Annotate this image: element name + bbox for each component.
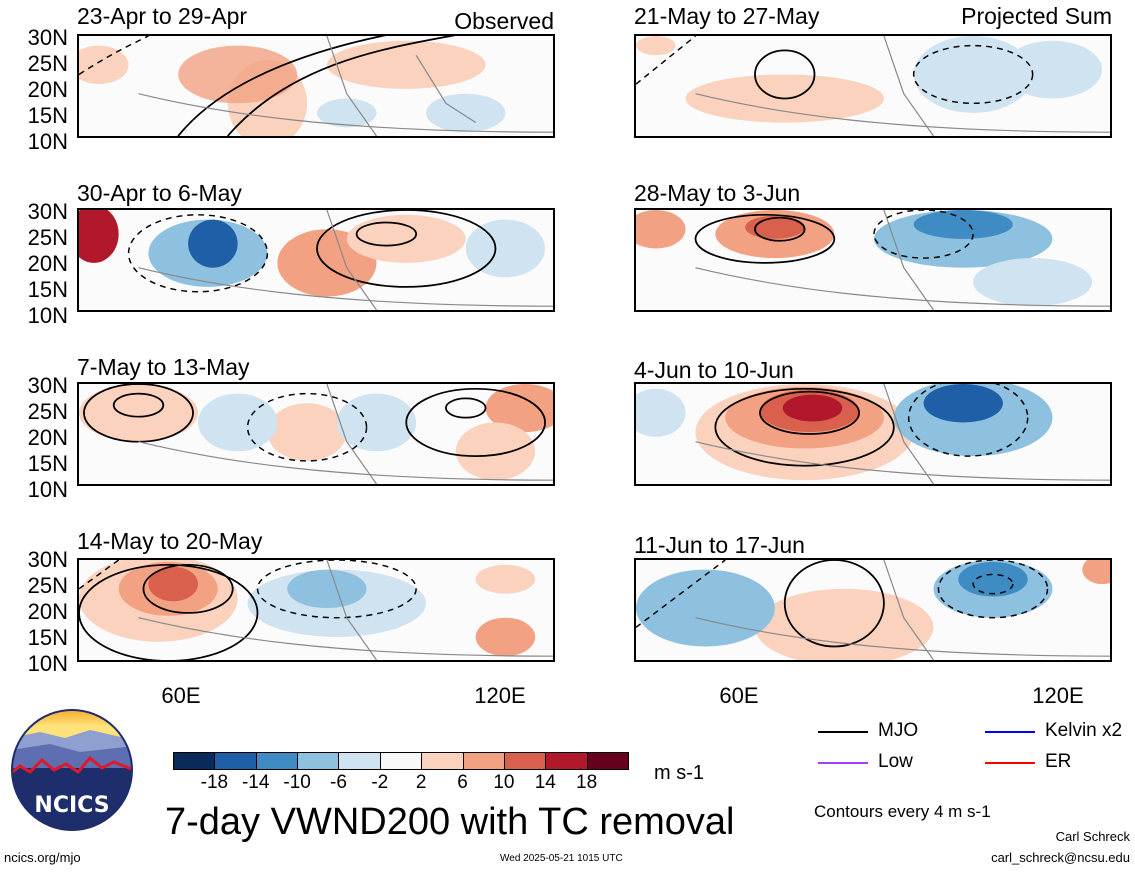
anomaly-map bbox=[79, 36, 553, 136]
colorbar-tick-label: 14 bbox=[534, 772, 556, 793]
lat-label: 20N bbox=[27, 599, 68, 624]
map-panel bbox=[634, 34, 1112, 138]
lat-label: 20N bbox=[27, 77, 68, 102]
logo-text: NCICS bbox=[34, 793, 109, 818]
anomaly-map bbox=[636, 384, 1110, 484]
map-panel bbox=[634, 208, 1112, 312]
lon-label: 60E bbox=[161, 683, 201, 708]
colorbar-tick-label: -2 bbox=[371, 772, 389, 793]
colorbar-tick-label: 6 bbox=[457, 772, 468, 793]
lon-label: 120E bbox=[1032, 683, 1084, 708]
contour-note: Contours every 4 m s-1 bbox=[814, 802, 991, 821]
lon-label: 60E bbox=[719, 683, 759, 708]
colorbar-cell bbox=[214, 752, 257, 770]
panel-date-title: 30-Apr to 6-May bbox=[77, 180, 242, 206]
author: Carl Schreck bbox=[1055, 829, 1130, 844]
lat-label: 10N bbox=[27, 477, 68, 502]
colorbar-cell bbox=[338, 752, 381, 770]
lat-label: 10N bbox=[27, 303, 68, 328]
panel-note: Projected Sum bbox=[961, 3, 1112, 29]
colorbar-cell bbox=[173, 752, 216, 770]
colorbar-cell bbox=[421, 752, 464, 770]
colorbar-cell bbox=[503, 752, 547, 770]
legend-swatch-mjo bbox=[818, 731, 868, 733]
legend-label: ER bbox=[1045, 751, 1072, 772]
lat-label: 15N bbox=[27, 103, 68, 128]
lat-label: 15N bbox=[27, 625, 68, 650]
lat-label: 30N bbox=[27, 547, 68, 572]
panel-date-title: 4-Jun to 10-Jun bbox=[634, 357, 794, 383]
main-title: 7-day VWND200 with TC removal bbox=[165, 801, 735, 843]
colorbar-cell bbox=[545, 752, 588, 770]
colorbar bbox=[173, 752, 629, 772]
panel-date-title: 14-May to 20-May bbox=[77, 528, 263, 554]
map-panel bbox=[634, 382, 1112, 486]
lat-label: 30N bbox=[27, 25, 68, 50]
colorbar-cell bbox=[379, 752, 423, 770]
colorbar-tick-label: 18 bbox=[576, 772, 598, 793]
colorbar-tick-label: -18 bbox=[200, 772, 229, 793]
colorbar-cell bbox=[586, 752, 629, 770]
panel-date-title: 23-Apr to 29-Apr bbox=[77, 3, 248, 29]
lat-label: 30N bbox=[27, 373, 68, 398]
map-panel bbox=[77, 208, 555, 312]
lat-label: 15N bbox=[27, 277, 68, 302]
anomaly-map bbox=[79, 210, 553, 310]
colorbar-cell bbox=[462, 752, 505, 770]
legend-swatch-er bbox=[985, 762, 1035, 764]
panel-date-title: 21-May to 27-May bbox=[634, 3, 820, 29]
map-panel bbox=[77, 34, 555, 138]
lon-label: 120E bbox=[474, 683, 526, 708]
colorbar-cell bbox=[255, 752, 299, 770]
legend-label: Kelvin x2 bbox=[1045, 720, 1123, 741]
panel-date-title: 7-May to 13-May bbox=[77, 354, 250, 380]
lat-label: 25N bbox=[27, 51, 68, 76]
map-panel bbox=[77, 558, 555, 662]
colorbar-units: m s-1 bbox=[654, 762, 704, 784]
colorbar-tick-label: -10 bbox=[283, 772, 311, 793]
panel-date-title: 28-May to 3-Jun bbox=[634, 180, 801, 206]
colorbar-tick-label: 10 bbox=[493, 772, 515, 793]
anomaly-map bbox=[79, 560, 553, 660]
ncics-logo: NCICS bbox=[10, 708, 134, 832]
lat-label: 25N bbox=[27, 573, 68, 598]
lat-label: 10N bbox=[27, 651, 68, 676]
colorbar-tick-label: 2 bbox=[415, 772, 427, 793]
lat-label: 20N bbox=[27, 425, 68, 450]
anomaly-map bbox=[79, 384, 553, 484]
panel-note: Observed bbox=[454, 8, 554, 34]
lat-label: 30N bbox=[27, 199, 68, 224]
legend-label: Low bbox=[878, 751, 913, 772]
lat-label: 20N bbox=[27, 251, 68, 276]
map-panel bbox=[634, 558, 1112, 662]
lat-label: 25N bbox=[27, 225, 68, 250]
anomaly-map bbox=[636, 36, 1110, 136]
lat-label: 25N bbox=[27, 399, 68, 424]
lat-label: 10N bbox=[27, 129, 68, 154]
lat-label: 15N bbox=[27, 451, 68, 476]
email: carl_schreck@ncsu.edu bbox=[991, 850, 1130, 865]
colorbar-tick-label: -6 bbox=[330, 772, 347, 793]
anomaly-map bbox=[636, 210, 1110, 310]
legend-label: MJO bbox=[878, 720, 919, 741]
panel-date-title: 11-Jun to 17-Jun bbox=[634, 532, 805, 558]
colorbar-tick-label: -14 bbox=[241, 772, 270, 793]
legend-swatch-low bbox=[818, 762, 868, 764]
legend-swatch-kelvin bbox=[985, 731, 1035, 733]
colorbar-cell bbox=[297, 752, 340, 770]
map-panel bbox=[77, 382, 555, 486]
ncics-logo-icon: NCICS bbox=[11, 709, 133, 831]
timestamp: Wed 2025-05-21 1015 UTC bbox=[500, 853, 623, 864]
site-url: ncics.org/mjo bbox=[4, 850, 81, 865]
anomaly-map bbox=[636, 560, 1110, 660]
